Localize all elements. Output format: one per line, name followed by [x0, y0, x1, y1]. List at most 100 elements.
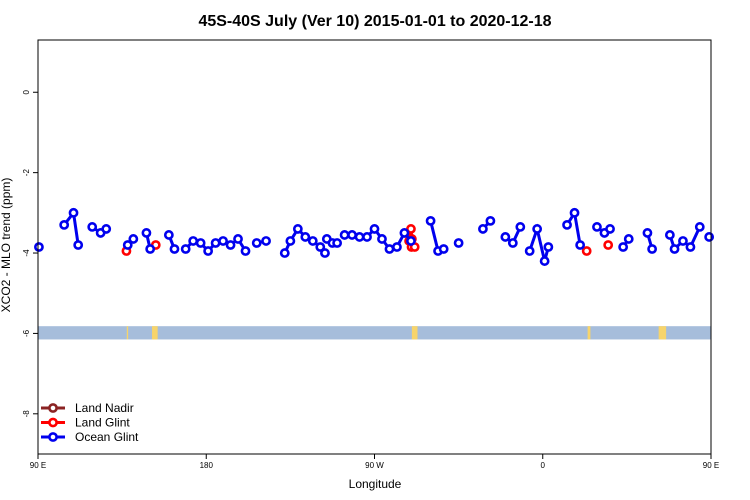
data-point [279, 248, 290, 258]
x-tick-label: 90 W [365, 461, 384, 470]
x-tick-label: 90 E [30, 461, 46, 470]
y-tick-label: -2 [22, 169, 31, 177]
data-point [180, 244, 191, 254]
data-point [68, 207, 79, 218]
data-point [163, 230, 174, 240]
y-axis-label: XCO2 - MLO trend (ppm) [0, 178, 13, 313]
data-point [569, 207, 580, 218]
chart-title: 45S-40S July (Ver 10) 2015-01-01 to 2020… [198, 13, 551, 30]
data-point [320, 248, 330, 258]
data-point [425, 215, 436, 226]
data-point [315, 242, 326, 252]
data-point [307, 236, 318, 246]
land-patch [411, 326, 418, 340]
data-point [34, 242, 44, 252]
data-point [251, 238, 262, 248]
data-point [507, 238, 518, 248]
data-point [285, 236, 296, 246]
data-point [543, 242, 554, 252]
data-point [354, 232, 365, 242]
data-point [101, 224, 112, 234]
series-line [528, 223, 550, 262]
data-point [347, 230, 357, 240]
x-tick-label: 90 E [703, 461, 719, 470]
land-patch [587, 326, 591, 340]
data-point [515, 222, 526, 232]
data-point [369, 224, 380, 234]
series-ocean-glint [34, 207, 715, 266]
data-point [678, 236, 688, 246]
land-patch [126, 326, 129, 340]
data-point [300, 232, 311, 242]
data-point [384, 244, 395, 254]
legend-label: Ocean Glint [75, 430, 139, 444]
data-point [524, 246, 535, 256]
data-point [122, 240, 133, 250]
data-point [694, 222, 705, 232]
data-point [478, 224, 488, 234]
data-point [87, 222, 98, 232]
legend-marker [48, 417, 58, 428]
data-point [581, 246, 592, 256]
x-axis-label: Longitude [349, 477, 402, 491]
data-point [240, 246, 251, 256]
data-point [399, 228, 410, 238]
land-patch [658, 326, 667, 340]
data-point [339, 230, 350, 240]
y-tick-label: 0 [22, 89, 31, 94]
data-point [225, 240, 236, 250]
x-tick-label: 0 [541, 461, 546, 470]
y-tick-label: -8 [22, 410, 31, 418]
data-point [169, 244, 180, 254]
data-point [362, 232, 372, 242]
data-point [233, 234, 243, 244]
land-ocean-band [38, 326, 711, 340]
data-point [575, 240, 586, 250]
y-axis: 0 -2 -4 -6 -8 [22, 89, 38, 417]
data-point [642, 228, 653, 238]
data-point [195, 238, 206, 248]
data-point [59, 219, 70, 230]
data-point [438, 244, 449, 254]
data-point [145, 244, 156, 254]
x-tick-label: 180 [200, 461, 214, 470]
data-point [647, 244, 658, 254]
data-point [605, 224, 615, 234]
data-point [592, 222, 602, 232]
data-point [203, 246, 214, 256]
data-point [406, 224, 416, 234]
land-patch [152, 326, 158, 340]
data-point [377, 234, 387, 244]
data-point [128, 234, 139, 244]
data-point [669, 244, 680, 254]
data-point [292, 224, 303, 234]
legend-marker [48, 403, 58, 413]
data-point [392, 242, 402, 252]
data-point [485, 215, 496, 226]
legend-item: Ocean Glint [41, 430, 139, 444]
data-point [704, 232, 715, 242]
data-point [210, 238, 221, 248]
data-point [685, 242, 696, 252]
legend-label: Land Nadir [75, 401, 134, 415]
data-point [218, 236, 228, 246]
data-point [603, 240, 614, 250]
data-point [664, 230, 675, 240]
data-point [141, 228, 152, 238]
data-point [562, 219, 572, 230]
legend-marker [48, 432, 58, 442]
legend-label: Land Glint [75, 416, 130, 430]
y-tick-label: -6 [22, 329, 31, 337]
legend-item: Land Glint [41, 416, 130, 430]
y-tick-label: -4 [22, 249, 31, 257]
data-point [618, 242, 629, 252]
data-point [500, 232, 511, 242]
ocean-band [38, 326, 711, 340]
data-point [453, 238, 464, 248]
legend-item: Land Nadir [41, 401, 134, 415]
data-point [188, 236, 199, 246]
x-axis: 90 E 180 90 W 0 90 E [30, 454, 719, 470]
data-point [73, 240, 84, 250]
